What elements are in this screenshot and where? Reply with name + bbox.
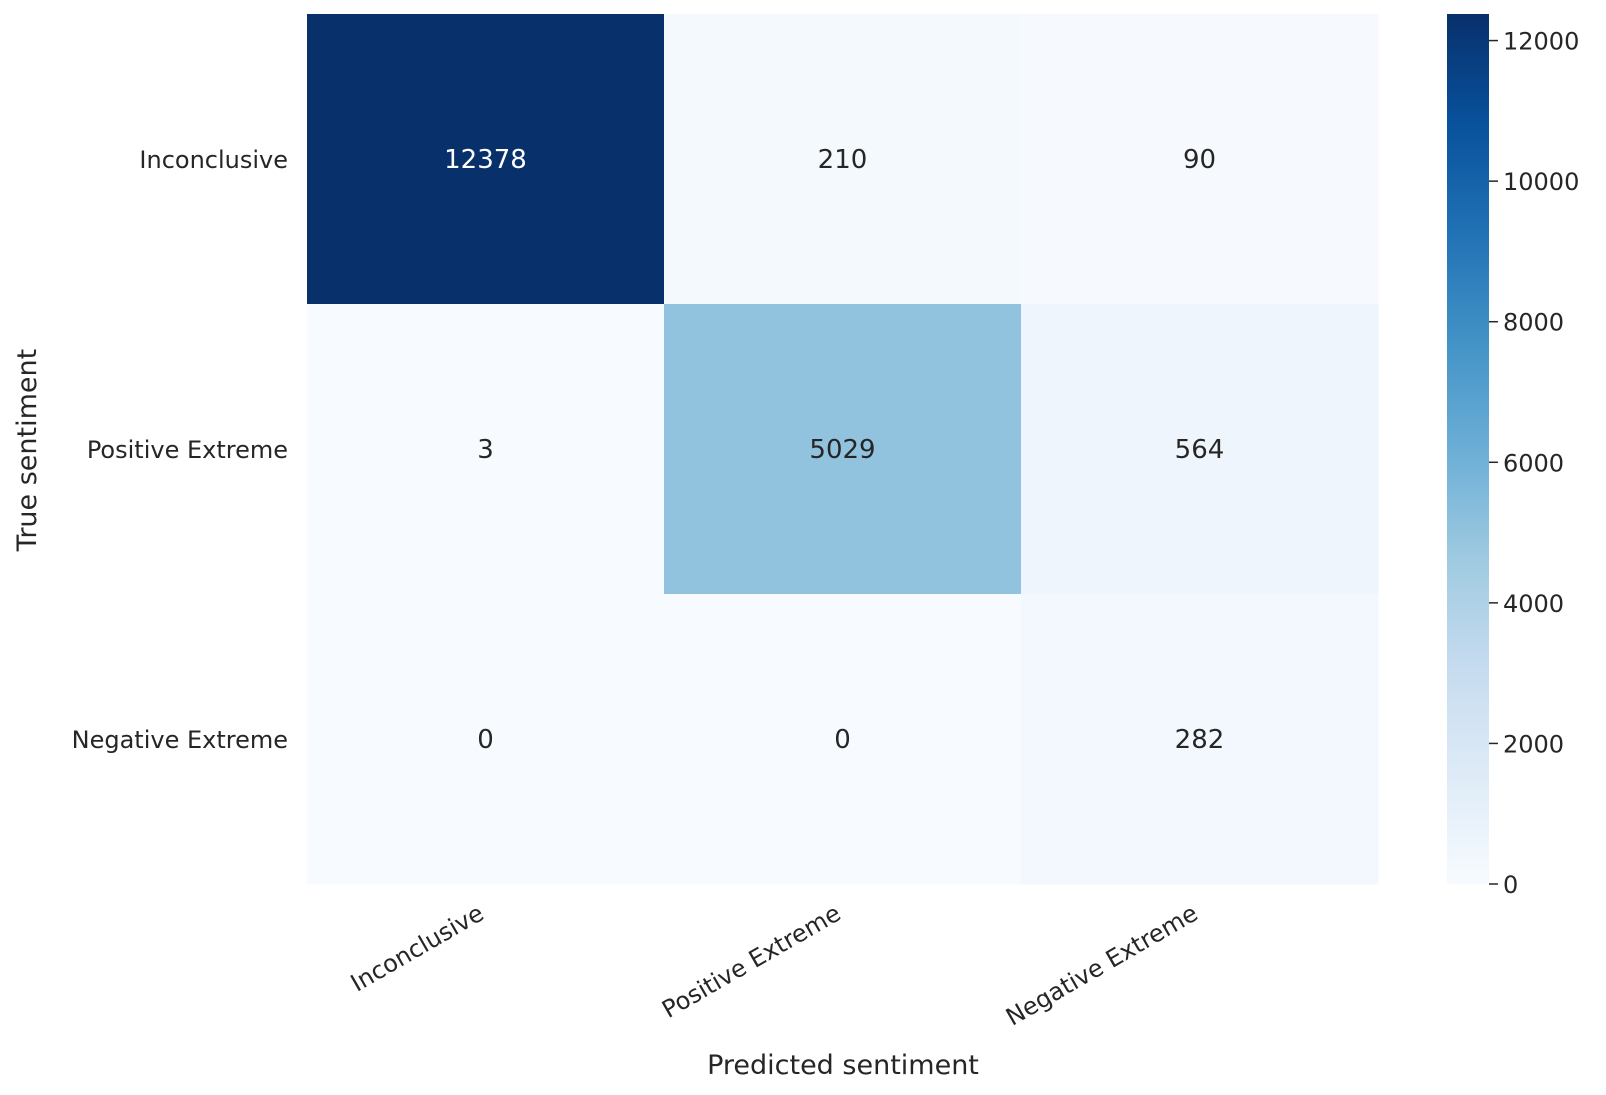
colorbar-tick-label-0: 0 [1503,871,1518,899]
cell-value-r0-c2: 90 [1183,145,1216,175]
colorbar-tick-label-6: 12000 [1503,28,1579,56]
y-axis-tick-labels: Inconclusive Positive Extreme Negative Ext… [72,146,288,754]
colorbar-ticks: 0 2000 4000 6000 8000 10000 12000 [1489,28,1579,899]
y-tick-label-1: Positive Extreme [87,436,288,464]
colorbar-tick-label-1: 2000 [1503,730,1564,758]
colorbar-gradient [1447,14,1489,884]
colorbar: 0 2000 4000 6000 8000 10000 12000 [1447,14,1579,899]
x-axis-tick-labels: Inconclusive Positive Extreme Negative Ext… [346,899,1203,1031]
cell-value-labels: 12378 210 90 3 5029 564 0 0 282 [444,145,1224,755]
x-tick-label-2: Negative Extreme [1001,899,1202,1031]
cell-value-r1-c2: 564 [1175,435,1225,465]
cell-value-r2-c1: 0 [834,725,851,755]
y-tick-label-2: Negative Extreme [72,726,288,754]
cell-value-r1-c0: 3 [477,435,494,465]
colorbar-tick-label-3: 6000 [1503,449,1564,477]
heatmap-cells [307,14,1379,885]
colorbar-tick-label-5: 10000 [1503,168,1579,196]
cell-value-r1-c1: 5029 [809,435,875,465]
heatmap-cell-r0-c2 [1021,14,1379,305]
heatmap-cell-r1-c1 [664,304,1022,595]
heatmap-cell-r2-c0 [307,594,665,885]
colorbar-tick-label-4: 8000 [1503,309,1564,337]
y-axis-label: True sentiment [12,349,43,552]
heatmap-cell-r1-c2 [1021,304,1379,595]
x-axis-label: Predicted sentiment [707,1050,979,1081]
heatmap-cell-r0-c0 [307,14,665,305]
heatmap-cell-r2-c2 [1021,594,1379,885]
x-tick-label-1: Positive Extreme [657,899,845,1024]
heatmap-cell-r1-c0 [307,304,665,595]
y-tick-label-0: Inconclusive [139,146,288,174]
heatmap-cell-r2-c1 [664,594,1022,885]
cell-value-r0-c0: 12378 [444,145,527,175]
x-tick-label-0: Inconclusive [346,899,489,998]
heatmap-cell-r0-c1 [664,14,1022,305]
cell-value-r2-c0: 0 [477,725,494,755]
colorbar-tick-label-2: 4000 [1503,590,1564,618]
cell-value-r2-c2: 282 [1175,725,1225,755]
cell-value-r0-c1: 210 [818,145,868,175]
